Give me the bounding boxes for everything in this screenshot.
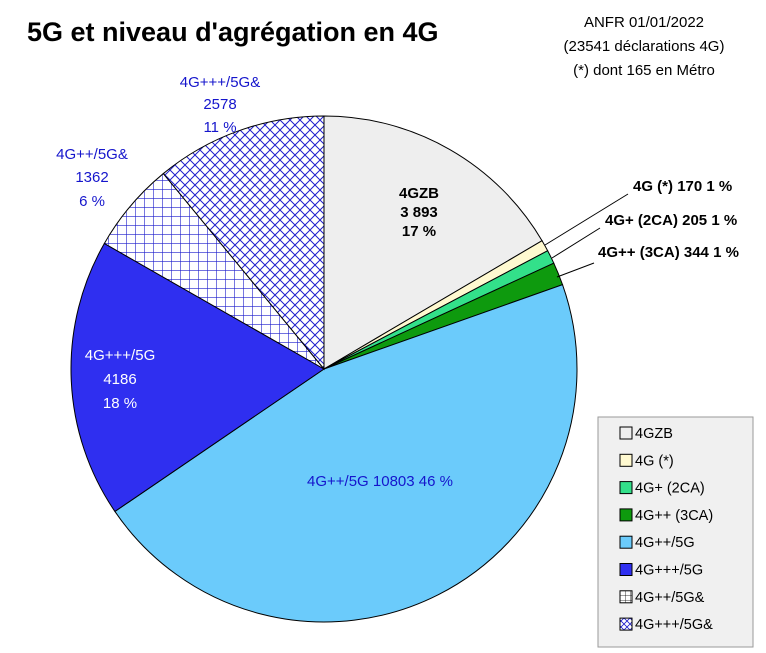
slice-label-4gzb-percent: 17 % (402, 223, 436, 240)
slice-labels: 4GZB 3 893 17 % 4G (*) 170 1 % 4G+ (2CA)… (56, 74, 739, 490)
legend-swatch-5g2a (619, 590, 633, 604)
slice-label-4g2ca: 4G+ (2CA) 205 1 % (605, 212, 737, 229)
legend-swatch-4g (619, 453, 633, 467)
slice-label-4g: 4G (*) 170 1 % (633, 178, 732, 195)
chart-title: 5G et niveau d'agrégation en 4G (27, 17, 439, 47)
legend-label-5g2: 4G++/5G (635, 535, 695, 551)
pie-slice-5g3a (162, 115, 325, 371)
slice-label-4gzb-value: 3 893 (400, 204, 438, 221)
slice-label-5g3-percent: 18 % (103, 395, 137, 412)
slice-label-4g-percent: 1 % (706, 178, 732, 195)
legend-swatch-5g3a (619, 617, 633, 631)
slice-label-4gzb-name: 4GZB (399, 185, 439, 202)
slice-label-4g2ca-name: 4G+ (2CA) (605, 212, 678, 229)
callout-lines (544, 193, 629, 278)
callout-line-4g3ca (556, 262, 595, 278)
legend-items: 4GZB 4G (*) 4G+ (2CA) 4G++ (3CA) 4G++/5G 4G++… (619, 426, 713, 633)
source-note-line-1: ANFR 01/01/2022 (584, 14, 704, 31)
slice-label-5g2a-value: 1362 (75, 169, 108, 186)
pie-slice-5g2 (114, 284, 578, 623)
slice-label-4g3ca-percent: 1 % (713, 244, 739, 261)
slice-label-5g2: 4G++/5G 10803 46 % (307, 473, 453, 490)
legend-label-5g3a: 4G+++/5G& (635, 617, 713, 633)
slice-label-5g3-value: 4186 (103, 371, 136, 388)
callout-line-4g (544, 193, 629, 246)
slice-label-5g3a-name: 4G+++/5G& (180, 74, 260, 91)
slice-label-4g2ca-percent: 1 % (711, 212, 737, 229)
slice-label-5g2a-percent: 6 % (79, 193, 105, 210)
legend-swatch-5g2 (619, 535, 633, 549)
legend-swatch-5g3 (619, 563, 633, 576)
source-note-line-2: (23541 déclarations 4G) (564, 38, 725, 55)
slice-label-5g2-name: 4G++/5G (307, 473, 369, 490)
legend-label-5g2a: 4G++/5G& (635, 590, 705, 606)
slice-label-5g2a-name: 4G++/5G& (56, 146, 128, 163)
legend-label-4g3ca: 4G++ (3CA) (635, 508, 713, 524)
slice-label-4g3ca-name: 4G++ (3CA) (598, 244, 680, 261)
slice-label-5g3a-value: 2578 (203, 96, 236, 113)
source-note-line-3: (*) dont 165 en Métro (573, 62, 715, 79)
slice-label-5g3a-percent: 11 % (203, 119, 236, 136)
legend-swatch-4g2ca (619, 481, 633, 495)
slice-label-5g3-name: 4G+++/5G (85, 347, 155, 364)
legend-label-5g3: 4G+++/5G (635, 563, 703, 579)
slice-label-4g3ca: 4G++ (3CA) 344 1 % (598, 244, 739, 261)
callout-line-4g2ca (551, 227, 601, 259)
legend-swatch-4gzb (619, 426, 633, 440)
legend: 4GZB 4G (*) 4G+ (2CA) 4G++ (3CA) 4G++/5G 4G++… (597, 416, 754, 648)
pie-slices (70, 115, 578, 623)
slice-label-5g2-value: 10803 (373, 473, 415, 490)
legend-label-4gzb: 4GZB (635, 426, 673, 442)
slice-label-4g-name: 4G (*) (633, 178, 673, 195)
pie-slice-4gzb (323, 115, 543, 370)
legend-label-4g2ca: 4G+ (2CA) (635, 481, 705, 497)
slice-label-4g2ca-value: 205 (682, 212, 707, 229)
slice-label-4g3ca-value: 344 (684, 244, 710, 261)
legend-box (597, 416, 754, 648)
legend-swatch-4g3ca (619, 508, 633, 522)
pie-slice-5g3 (70, 242, 325, 513)
legend-label-4g: 4G (*) (635, 453, 674, 469)
slice-label-4g-value: 170 (677, 178, 702, 195)
slice-label-5g2-percent: 46 % (419, 473, 453, 490)
